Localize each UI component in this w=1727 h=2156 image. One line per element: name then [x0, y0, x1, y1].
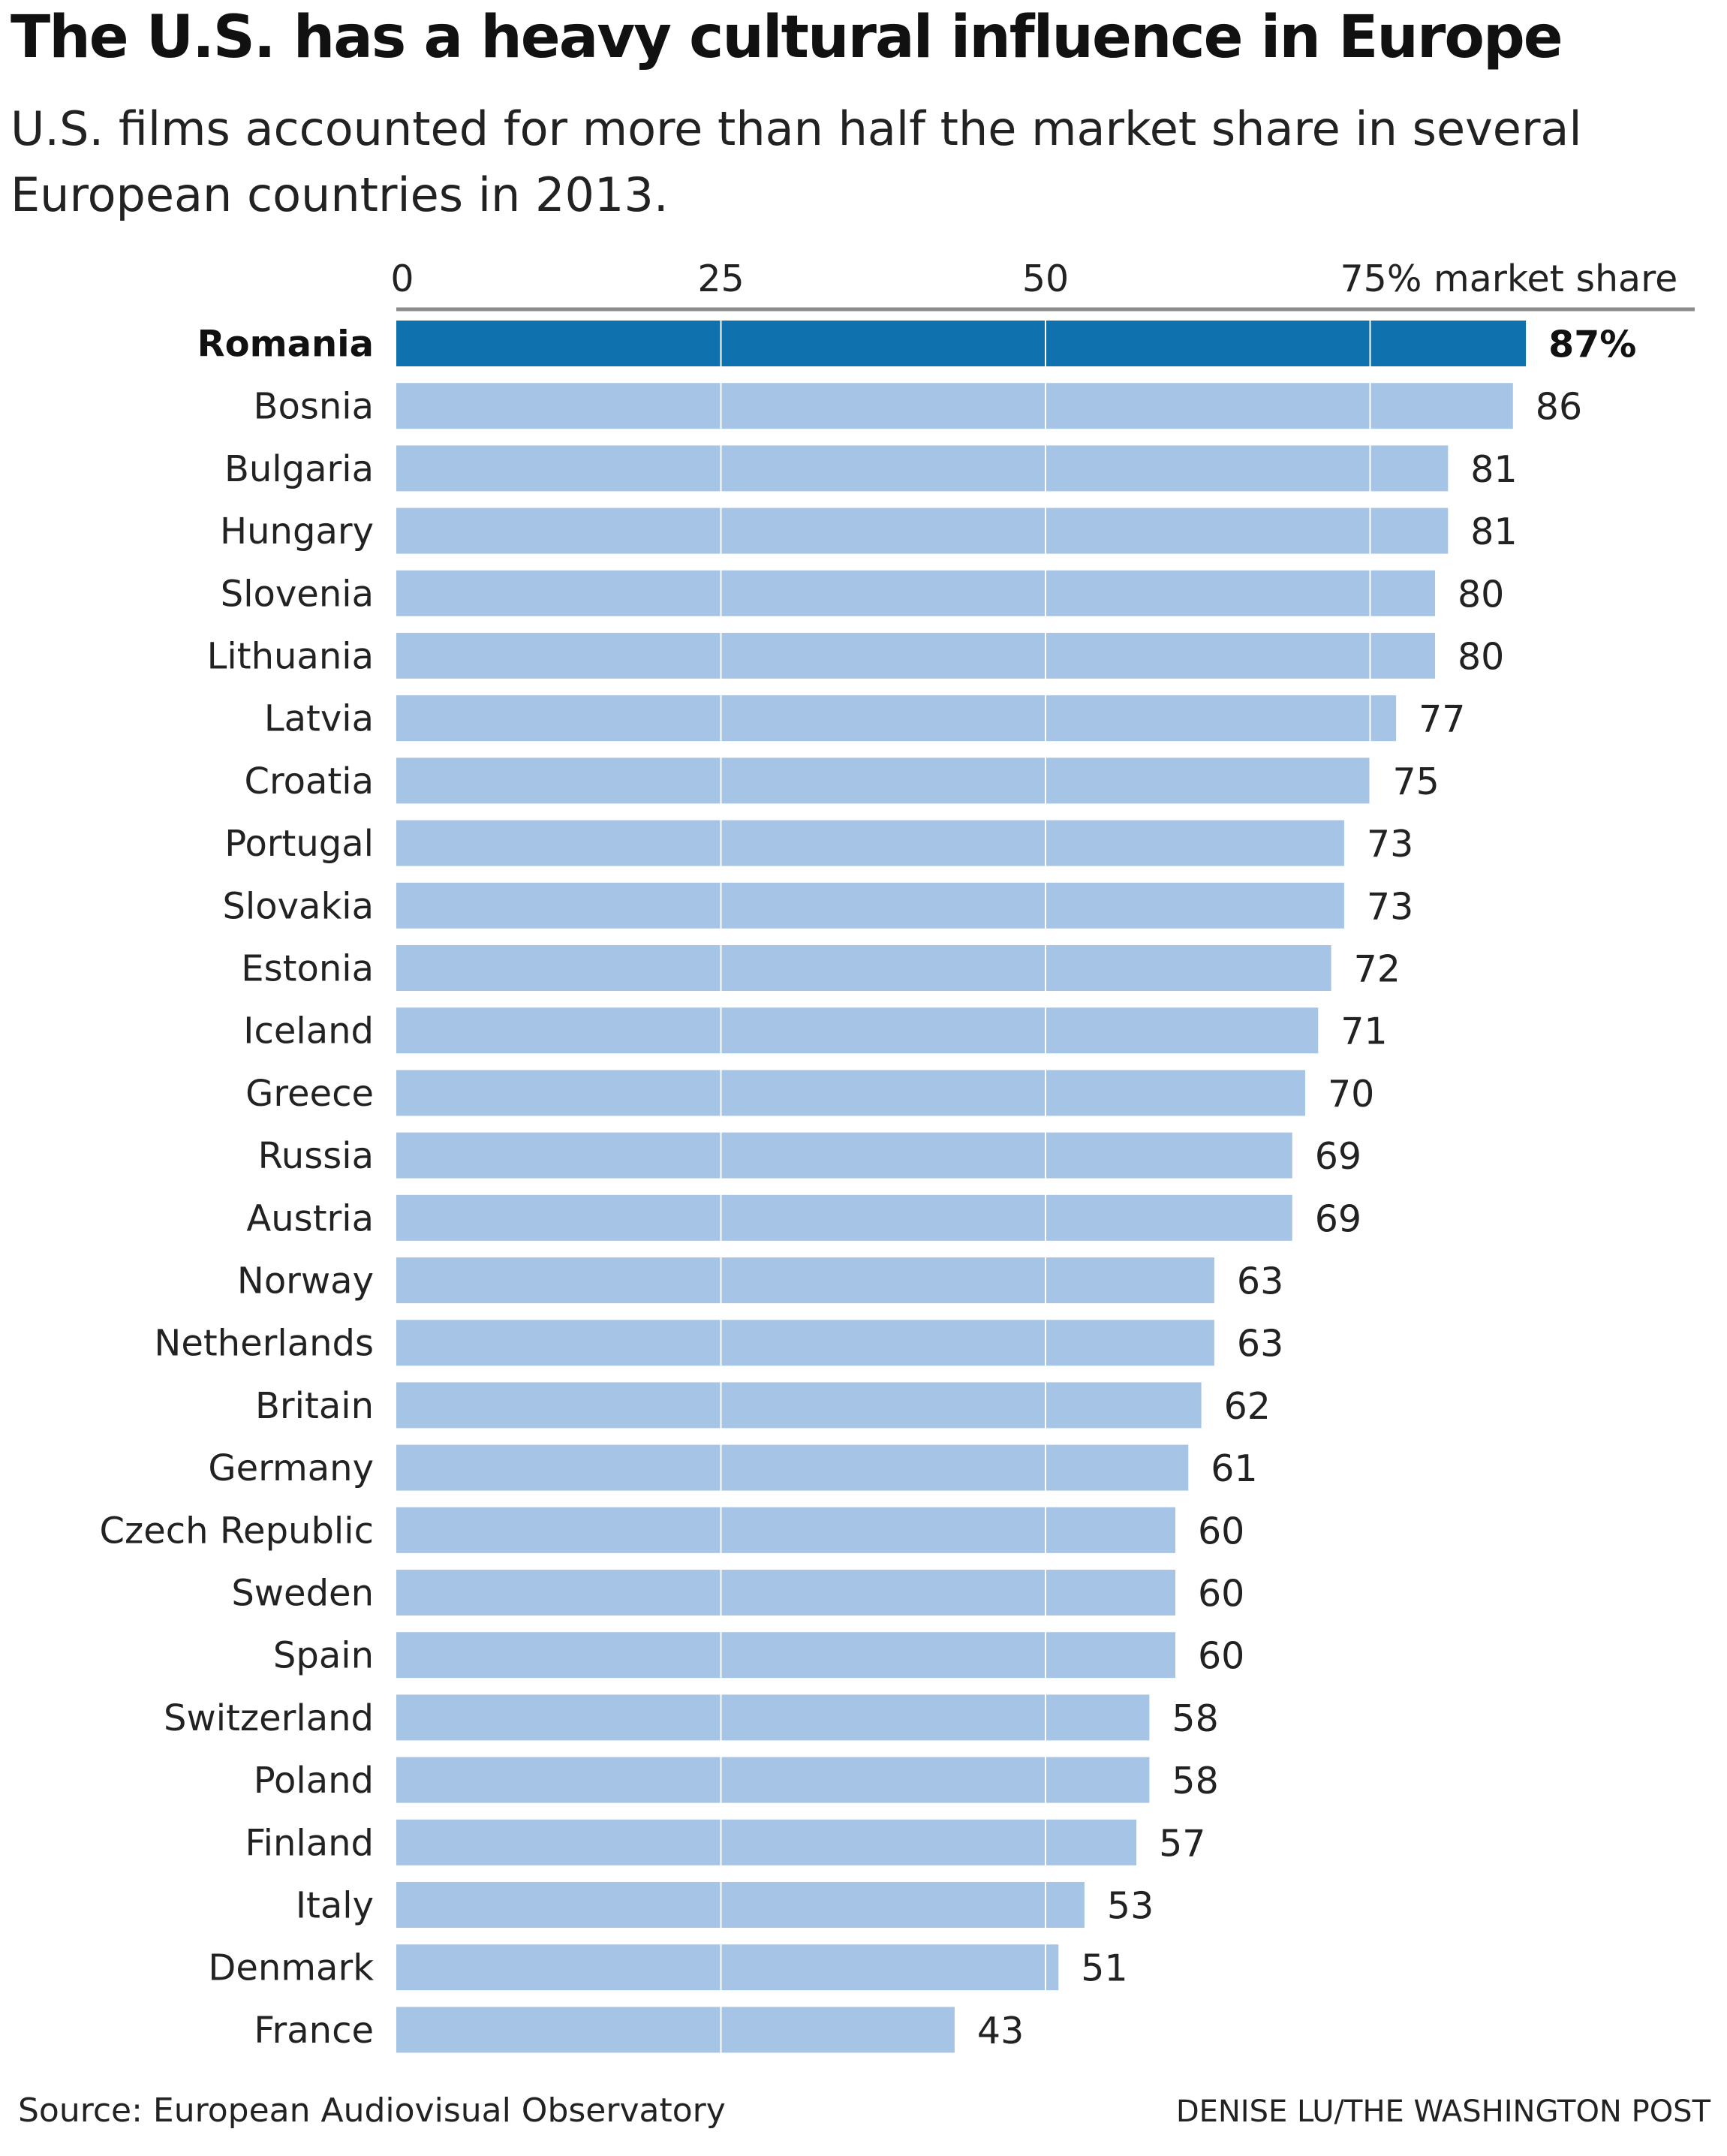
tick-labels-group: 0 25 50 75% market share	[390, 257, 1677, 300]
category-label-portugal: Portugal	[224, 823, 374, 865]
chart-subtitle: U.S. films accounted for more than half …	[11, 101, 1582, 222]
value-label-finland: 57	[1159, 1822, 1205, 1865]
value-label-romania: 87%	[1548, 324, 1636, 366]
bar-bosnia	[396, 383, 1513, 429]
bar-denmark	[396, 1944, 1059, 1991]
bar-estonia	[396, 945, 1331, 991]
category-label-norway: Norway	[237, 1260, 374, 1302]
value-label-lithuania: 80	[1458, 636, 1504, 679]
bar-bulgaria	[396, 445, 1449, 492]
category-label-hungary: Hungary	[220, 510, 374, 553]
value-label-bulgaria: 81	[1470, 448, 1517, 491]
bar-russia	[396, 1132, 1292, 1179]
bar-finland	[396, 1819, 1137, 1865]
value-label-russia: 69	[1315, 1135, 1361, 1178]
value-label-sweden: 60	[1198, 1573, 1244, 1615]
bar-czech-republic	[396, 1507, 1175, 1553]
category-label-lithuania: Lithuania	[207, 636, 374, 678]
bar-slovakia	[396, 882, 1344, 929]
category-label-switzerland: Switzerland	[164, 1697, 374, 1739]
category-label-slovenia: Slovenia	[221, 573, 374, 615]
category-label-denmark: Denmark	[208, 1947, 374, 1989]
value-label-germany: 61	[1211, 1447, 1257, 1490]
value-label-denmark: 51	[1081, 1947, 1127, 1990]
bar-portugal	[396, 820, 1344, 866]
category-label-sweden: Sweden	[231, 1573, 374, 1615]
credit-line: DENISE LU/THE WASHINGTON POST	[1175, 2094, 1710, 2129]
tick-label-0: 0	[390, 257, 414, 300]
value-label-britain: 62	[1224, 1385, 1271, 1428]
category-label-france: France	[254, 2010, 374, 2052]
bar-chart: 0 25 50 75% market share Romania Bosnia Bulgar…	[100, 257, 1695, 2053]
bar-croatia	[396, 757, 1370, 804]
value-label-bosnia: 86	[1536, 386, 1582, 429]
bar-germany	[396, 1444, 1189, 1491]
category-label-bosnia: Bosnia	[254, 386, 374, 428]
bar-netherlands	[396, 1320, 1214, 1366]
value-label-norway: 63	[1237, 1260, 1283, 1303]
bar-france	[396, 2007, 955, 2053]
category-label-estonia: Estonia	[241, 948, 374, 990]
bar-poland	[396, 1757, 1150, 1803]
category-label-poland: Poland	[254, 1760, 374, 1802]
category-label-finland: Finland	[245, 1822, 374, 1864]
category-label-latvia: Latvia	[264, 698, 374, 740]
value-label-slovakia: 73	[1367, 885, 1413, 928]
bar-sweden	[396, 1570, 1175, 1615]
bar-greece	[396, 1070, 1305, 1116]
chart-title: The U.S. has a heavy cultural influence …	[11, 4, 1563, 71]
value-label-spain: 60	[1198, 1635, 1244, 1678]
category-label-netherlands: Netherlands	[154, 1323, 374, 1365]
bar-austria	[396, 1194, 1292, 1241]
value-label-estonia: 72	[1354, 948, 1401, 991]
bar-slovenia	[396, 570, 1435, 616]
category-label-slovakia: Slovakia	[222, 885, 374, 927]
tick-label-25: 25	[697, 257, 744, 300]
bar-hungary	[396, 507, 1449, 554]
category-label-czech-republic: Czech Republic	[100, 1510, 374, 1552]
category-label-croatia: Croatia	[244, 760, 374, 802]
value-label-iceland: 71	[1340, 1010, 1387, 1053]
tick-label-75: 75% market share	[1340, 257, 1678, 300]
value-label-portugal: 73	[1367, 823, 1413, 866]
source-note: Source: European Audiovisual Observatory	[18, 2091, 726, 2130]
value-label-austria: 69	[1315, 1197, 1361, 1240]
category-label-bulgaria: Bulgaria	[224, 448, 374, 490]
bar-latvia	[396, 695, 1397, 742]
bar-lithuania	[396, 633, 1435, 679]
value-label-latvia: 77	[1419, 698, 1465, 741]
bar-iceland	[396, 1007, 1319, 1054]
gridlines-group	[720, 309, 1371, 2053]
category-label-germany: Germany	[208, 1447, 374, 1489]
value-label-czech-republic: 60	[1198, 1510, 1244, 1552]
category-labels-group: Romania Bosnia Bulgaria Hungary Slovenia Lith…	[100, 324, 375, 2052]
bar-norway	[396, 1257, 1214, 1303]
bars-group	[396, 321, 1527, 2053]
category-label-russia: Russia	[258, 1135, 374, 1177]
category-label-greece: Greece	[245, 1073, 374, 1115]
category-label-britain: Britain	[255, 1385, 374, 1427]
value-label-poland: 58	[1172, 1760, 1218, 1802]
value-label-slovenia: 80	[1458, 573, 1504, 616]
value-label-hungary: 81	[1470, 510, 1517, 553]
bar-romania	[396, 321, 1527, 366]
value-label-croatia: 75	[1393, 760, 1440, 803]
category-label-italy: Italy	[296, 1885, 374, 1927]
category-label-spain: Spain	[273, 1635, 374, 1677]
value-label-netherlands: 63	[1237, 1323, 1283, 1366]
bar-switzerland	[396, 1694, 1150, 1741]
value-label-switzerland: 58	[1172, 1697, 1218, 1740]
value-labels-group: 87% 86 81 81 80 80 77 75 73 73 72 71 70 69 69 63 63 62 61 6…	[977, 324, 1636, 2052]
value-label-france: 43	[977, 2010, 1024, 2052]
value-label-greece: 70	[1328, 1073, 1374, 1116]
value-label-italy: 53	[1107, 1885, 1154, 1928]
bar-britain	[396, 1382, 1202, 1429]
category-label-iceland: Iceland	[243, 1010, 374, 1052]
category-label-romania: Romania	[197, 324, 374, 366]
tick-label-50: 50	[1022, 257, 1069, 300]
bar-spain	[396, 1632, 1175, 1679]
bar-italy	[396, 1882, 1085, 1928]
category-label-austria: Austria	[246, 1197, 374, 1239]
